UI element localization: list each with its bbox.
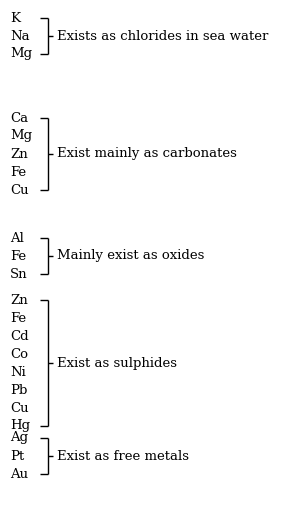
Text: Zn: Zn bbox=[10, 294, 28, 306]
Text: Fe: Fe bbox=[10, 166, 26, 178]
Text: Exist mainly as carbonates: Exist mainly as carbonates bbox=[57, 147, 237, 161]
Text: Cu: Cu bbox=[10, 183, 29, 197]
Text: Na: Na bbox=[10, 29, 30, 43]
Text: Exists as chlorides in sea water: Exists as chlorides in sea water bbox=[57, 29, 268, 43]
Text: Mainly exist as oxides: Mainly exist as oxides bbox=[57, 249, 204, 263]
Text: Pb: Pb bbox=[10, 384, 27, 397]
Text: Hg: Hg bbox=[10, 420, 30, 432]
Text: Co: Co bbox=[10, 347, 28, 361]
Text: Cd: Cd bbox=[10, 330, 29, 342]
Text: Exist as sulphides: Exist as sulphides bbox=[57, 357, 177, 369]
Text: Au: Au bbox=[10, 467, 28, 481]
Text: Fe: Fe bbox=[10, 249, 26, 263]
Text: Mg: Mg bbox=[10, 48, 32, 60]
Text: Al: Al bbox=[10, 232, 24, 244]
Text: Pt: Pt bbox=[10, 450, 24, 462]
Text: Ni: Ni bbox=[10, 365, 26, 378]
Text: Fe: Fe bbox=[10, 311, 26, 325]
Text: Cu: Cu bbox=[10, 401, 29, 415]
Text: Zn: Zn bbox=[10, 147, 28, 161]
Text: Ca: Ca bbox=[10, 111, 28, 124]
Text: Mg: Mg bbox=[10, 130, 32, 143]
Text: Sn: Sn bbox=[10, 268, 28, 280]
Text: K: K bbox=[10, 12, 20, 24]
Text: Exist as free metals: Exist as free metals bbox=[57, 450, 189, 462]
Text: Ag: Ag bbox=[10, 431, 28, 444]
